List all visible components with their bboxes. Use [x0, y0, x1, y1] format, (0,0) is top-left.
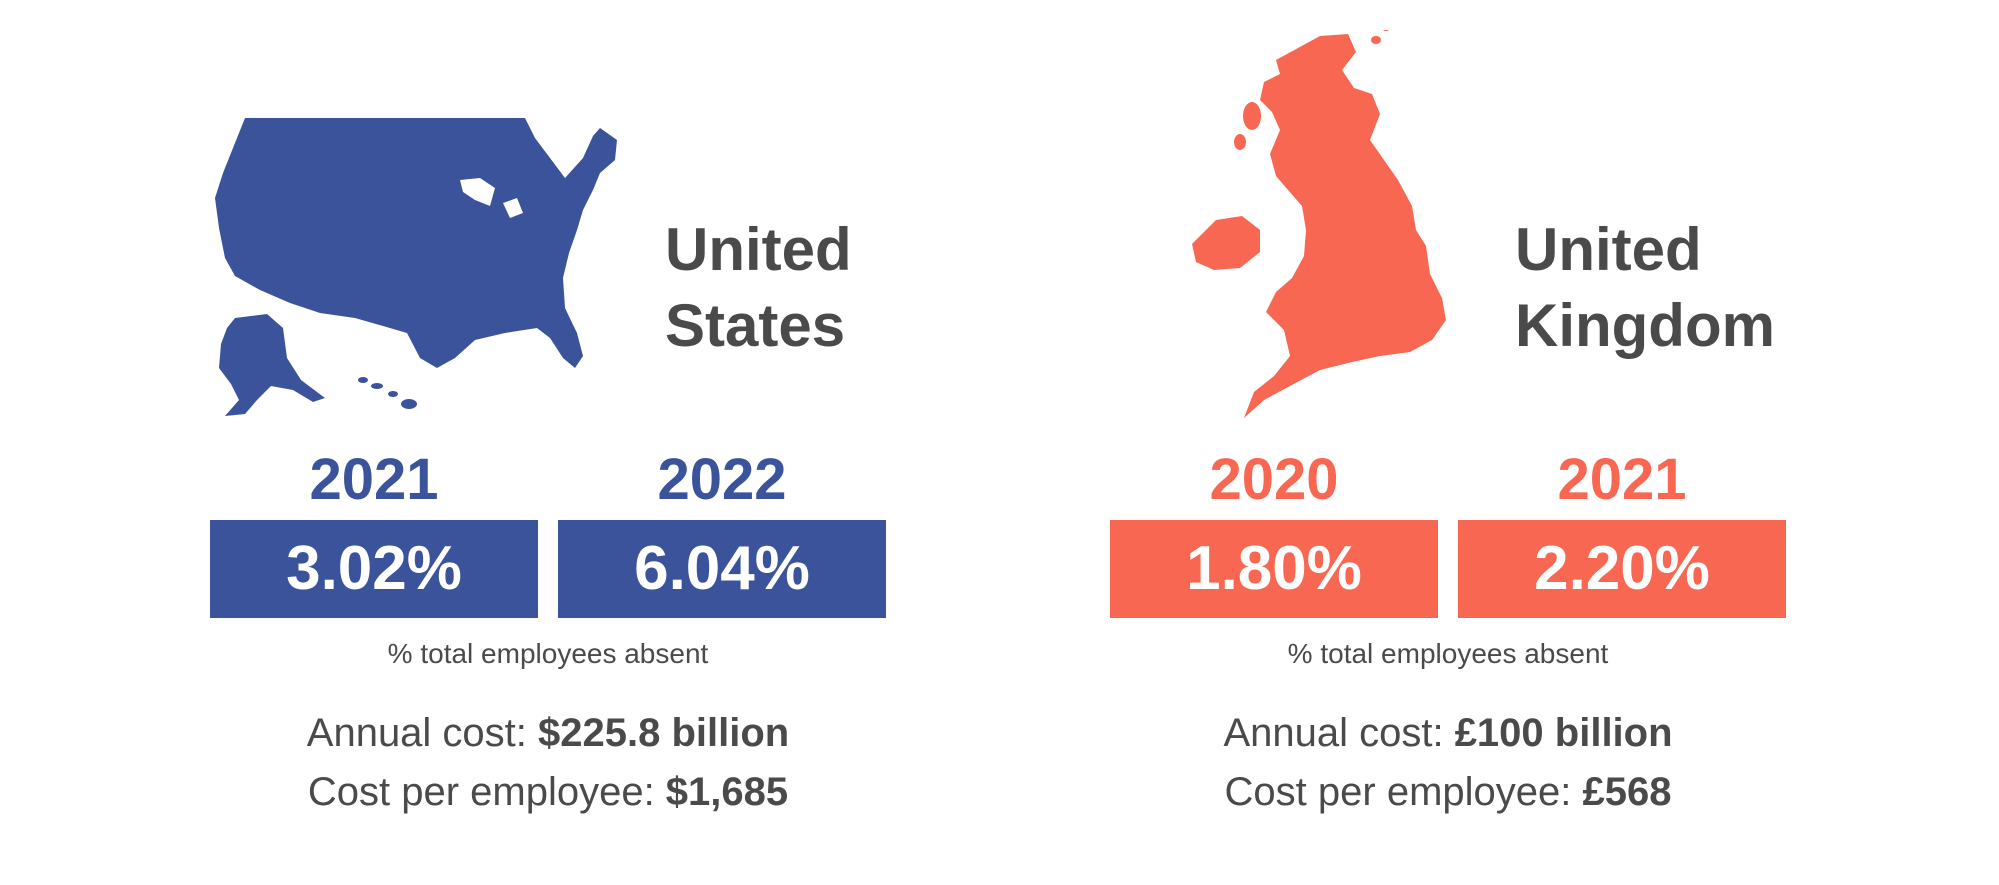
country-name-us: United States — [665, 212, 852, 364]
annual-cost-label: Annual cost: — [306, 711, 539, 755]
absence-value-box: 6.04% — [558, 520, 886, 618]
cost-per-employee: Cost per employee: £568 — [1110, 762, 1786, 822]
annual-cost-label: Annual cost: — [1223, 711, 1455, 755]
absence-caption: % total employees absent — [1287, 638, 1609, 669]
cost-per-employee-label: Cost per employee: — [307, 770, 666, 814]
uk-map-icon — [1192, 30, 1446, 418]
years-row: 2021 2022 — [210, 450, 886, 510]
cost-per-employee-value: £568 — [1582, 770, 1672, 814]
uk-panel: United Kingdom 2020 2021 1.80% 2.20% % t… — [1050, 0, 1850, 885]
cost-per-employee-label: Cost per employee: — [1224, 770, 1583, 814]
absence-caption: % total employees absent — [387, 638, 709, 669]
absence-value-box: 2.20% — [1458, 520, 1786, 618]
country-name-uk: United Kingdom — [1515, 212, 1775, 364]
absence-value-box: 1.80% — [1110, 520, 1438, 618]
year-label: 2021 — [1557, 447, 1687, 512]
cost-per-employee: Cost per employee: $1,685 — [210, 762, 886, 822]
country-name-line2: States — [665, 292, 846, 359]
year-label: 2022 — [657, 447, 787, 512]
country-name-line1: United — [1515, 216, 1702, 283]
annual-cost-value: $225.8 billion — [538, 711, 790, 755]
absence-value-box: 3.02% — [210, 520, 538, 618]
country-name-line2: Kingdom — [1515, 292, 1775, 359]
values-row: 1.80% 2.20% — [1110, 520, 1786, 618]
annual-cost-value: £100 billion — [1454, 711, 1673, 755]
values-row: 3.02% 6.04% — [210, 520, 886, 618]
year-label: 2021 — [309, 447, 439, 512]
year-label: 2020 — [1209, 447, 1339, 512]
annual-cost: Annual cost: $225.8 billion — [210, 703, 886, 763]
cost-per-employee-value: $1,685 — [665, 770, 789, 814]
years-row: 2020 2021 — [1110, 450, 1786, 510]
country-name-line1: United — [665, 216, 852, 283]
annual-cost: Annual cost: £100 billion — [1110, 703, 1786, 763]
us-panel: United States 2021 2022 3.02% 6.04% % to… — [150, 0, 950, 885]
usa-map-icon — [215, 118, 617, 416]
